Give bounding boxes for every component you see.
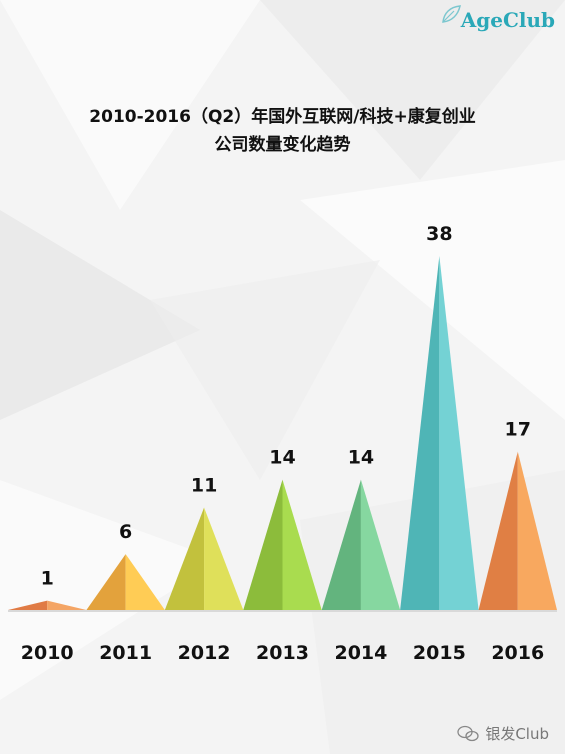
bar-face-right — [517, 451, 557, 610]
chart-title-line1: 2010-2016（Q2）年国外互联网/科技+康复创业 — [89, 107, 476, 127]
bar-face-left — [478, 451, 518, 610]
bar-2010 — [8, 600, 87, 610]
x-tick-label: 2012 — [178, 642, 231, 664]
data-label: 14 — [348, 447, 374, 469]
bar-2016 — [478, 451, 557, 610]
bar-face-right — [47, 600, 87, 610]
watermark: 银发Club — [457, 723, 549, 744]
data-label: 6 — [119, 521, 132, 543]
chart-title-line2: 公司数量变化趋势 — [214, 135, 351, 155]
bar-face-left — [400, 256, 440, 610]
bar-face-left — [8, 600, 48, 610]
data-label: 14 — [269, 447, 295, 469]
watermark-text: 银发Club — [485, 725, 549, 743]
bar-face-right — [204, 507, 244, 610]
data-label: 17 — [505, 419, 531, 441]
baseline — [8, 610, 557, 612]
bar-2014 — [321, 479, 401, 610]
bar-2012 — [164, 507, 244, 610]
x-tick-label: 2014 — [334, 642, 387, 664]
x-tick-label: 2011 — [99, 642, 152, 664]
bar-2015 — [400, 256, 479, 610]
x-tick-label: 2010 — [21, 642, 74, 664]
bar-face-right — [360, 479, 401, 610]
bar-face-right — [282, 479, 322, 610]
bar-face-right — [439, 256, 479, 610]
bar-face-left — [164, 507, 205, 610]
x-tick-label: 2016 — [491, 642, 544, 664]
x-tick-label: 2013 — [256, 642, 309, 664]
bar-face-left — [243, 479, 283, 610]
leaf-icon — [442, 5, 461, 23]
data-label: 38 — [426, 223, 452, 245]
data-label: 11 — [191, 475, 217, 497]
bar-face-right — [125, 554, 165, 610]
chat-bubble-icon — [457, 725, 479, 741]
bar-face-left — [86, 554, 126, 610]
bar-2013 — [243, 479, 322, 610]
x-tick-label: 2015 — [413, 642, 466, 664]
bar-face-left — [321, 479, 361, 610]
logo: AgeClub — [460, 8, 555, 32]
data-label: 1 — [41, 568, 54, 590]
bar-2011 — [86, 554, 165, 610]
